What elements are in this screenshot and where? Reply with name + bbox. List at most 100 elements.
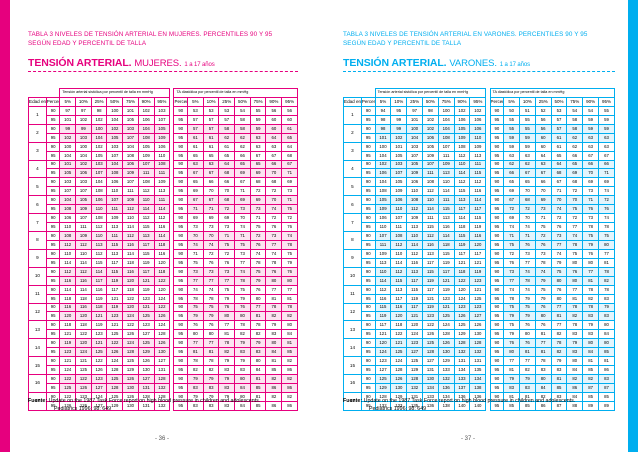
table-row: 3 90 100 100 102 103 104 105 106 90 61 61 61 62 63 63 64 — [28, 141, 298, 161]
diastolic-value: 59 — [519, 141, 536, 152]
systolic-value: 94 — [374, 105, 392, 116]
percentile-cell: 90 — [45, 338, 61, 349]
diastolic-value: 71 — [597, 168, 616, 179]
systolic-value: 114 — [390, 257, 408, 268]
column-gap — [485, 392, 490, 402]
percentile-cell: 95 — [173, 347, 189, 358]
percentile-cell: 95 — [45, 365, 61, 375]
diastolic-value: 61 — [187, 132, 204, 143]
percentile-cell: 90 — [489, 213, 505, 224]
diastolic-value: 84 — [234, 382, 251, 393]
diastolic-value: 61 — [218, 141, 236, 152]
systolic-value: 110 — [122, 213, 139, 224]
systolic-value: 106 — [469, 114, 487, 125]
systolic-value: 126 — [75, 382, 92, 393]
diastolic-value: 78 — [519, 275, 536, 286]
diastolic-value: 79 — [234, 338, 251, 349]
age-cell: 17 — [28, 391, 47, 411]
diastolic-value: 67 — [519, 168, 536, 179]
column-gap — [485, 195, 490, 205]
systolic-pct-header: 25% — [406, 96, 423, 107]
table-subtitle: TABLA 3 NIVELES DE TENSIÓN ARTERIAL EN V… — [343, 30, 587, 48]
table-row: 14 90 119 120 121 122 124 125 126 90 77 77 78 79 79 80 8… — [28, 338, 298, 358]
systolic-pct-header: 75% — [122, 96, 139, 107]
column-gap — [485, 160, 490, 169]
systolic-value: 124 — [106, 356, 124, 367]
diastolic-value: 68 — [218, 168, 236, 179]
diastolic-value: 83 — [582, 311, 599, 322]
systolic-value: 103 — [75, 132, 92, 143]
column-gap — [169, 374, 174, 384]
diastolic-value: 68 — [218, 195, 236, 206]
systolic-value: 118 — [453, 222, 471, 232]
systolic-value: 115 — [406, 284, 423, 295]
table-row: 95 120 120 121 123 124 125 126 95 79 79 80 80 81 82 82 — [29, 311, 298, 322]
diastolic-value: 72 — [218, 248, 236, 259]
diastolic-value: 79 — [503, 311, 520, 322]
diastolic-value: 80 — [534, 311, 552, 322]
systolic-value: 108 — [90, 213, 108, 224]
diastolic-value: 71 — [582, 195, 599, 206]
systolic-value: 105 — [75, 195, 92, 206]
percentile-cell: 95 — [489, 382, 505, 393]
diastolic-value: 74 — [519, 284, 536, 295]
systolic-value: 103 — [59, 177, 77, 188]
age-cell: 13 — [28, 320, 47, 340]
systolic-value: 112 — [422, 186, 439, 197]
column-gap — [485, 276, 490, 286]
diastolic-value: 75 — [550, 266, 568, 277]
percentile-cell: 95 — [45, 222, 61, 232]
systolic-value: 128 — [122, 347, 139, 358]
systolic-value: 127 — [469, 311, 487, 322]
table-row: 95 111 112 114 116 118 119 120 95 75 76 76 77 78 79 80 — [344, 239, 616, 250]
percentile-cell: 90 — [360, 320, 376, 331]
diastolic-value: 70 — [202, 231, 220, 241]
diastolic-value: 77 — [582, 266, 599, 277]
diastolic-value: 77 — [218, 275, 236, 286]
systolic-value: 125 — [437, 311, 455, 322]
age-cell: 9 — [28, 248, 47, 268]
table-row: 95 101 102 102 104 105 106 107 95 57 57 57 58 59 60 60 — [29, 114, 298, 125]
diastolic-value: 83 — [550, 365, 568, 375]
systolic-value: 116 — [406, 257, 423, 268]
diastolic-value: 82 — [582, 374, 599, 384]
systolic-value: 134 — [469, 374, 487, 384]
table-row: 95 125 126 127 128 130 131 132 95 83 83 83 84 85 86 86 — [29, 382, 298, 393]
page-title: TENSIÓN ARTERIAL. VARONES. 1 a 17 años — [343, 57, 530, 69]
systolic-value: 126 — [90, 365, 108, 375]
systolic-value: 109 — [406, 168, 423, 179]
diastolic-value: 56 — [281, 105, 298, 116]
diastolic-value: 85 — [550, 382, 568, 393]
systolic-value: 122 — [453, 275, 471, 286]
percentile-cell: 90 — [360, 159, 376, 170]
diastolic-value: 69 — [503, 213, 520, 224]
systolic-value: 112 — [122, 231, 139, 241]
systolic-value: 108 — [137, 177, 155, 188]
systolic-value: 114 — [90, 266, 108, 277]
diastolic-pct-header: 25% — [534, 96, 552, 107]
diastolic-value: 82 — [519, 365, 536, 375]
systolic-value: 108 — [59, 231, 77, 241]
diastolic-value: 72 — [281, 213, 298, 224]
diastolic-value: 82 — [187, 365, 204, 375]
title-divider — [343, 71, 615, 72]
diastolic-value: 66 — [234, 150, 251, 161]
systolic-value: 113 — [406, 222, 423, 232]
systolic-value: 120 — [453, 284, 471, 295]
table-row: 95 112 112 113 115 116 117 118 95 74 74 75 75 76 77 78 — [29, 239, 298, 250]
table-row: 10 90 112 112 114 115 116 117 118 90 73 73 73 74 75 76 7… — [28, 266, 298, 286]
diastolic-value: 74 — [597, 186, 616, 197]
diastolic-value: 77 — [234, 257, 251, 268]
diastolic-value: 75 — [503, 239, 520, 250]
systolic-value: 124 — [406, 329, 423, 340]
diastolic-value: 78 — [265, 302, 283, 313]
systolic-value: 115 — [374, 302, 392, 313]
diastolic-value: 81 — [582, 275, 599, 286]
systolic-value: 97 — [406, 105, 423, 116]
source-text: Update on the 1987 Task Force report on … — [48, 398, 261, 404]
percentile-cell: 90 — [360, 195, 376, 206]
diastolic-value: 59 — [249, 123, 267, 134]
percentile-cell: 95 — [45, 114, 61, 125]
table-row: 5 90 104 105 106 108 110 112 112 90 65 65 66 67 68 69 69 — [343, 177, 616, 197]
systolic-value: 105 — [137, 141, 155, 152]
